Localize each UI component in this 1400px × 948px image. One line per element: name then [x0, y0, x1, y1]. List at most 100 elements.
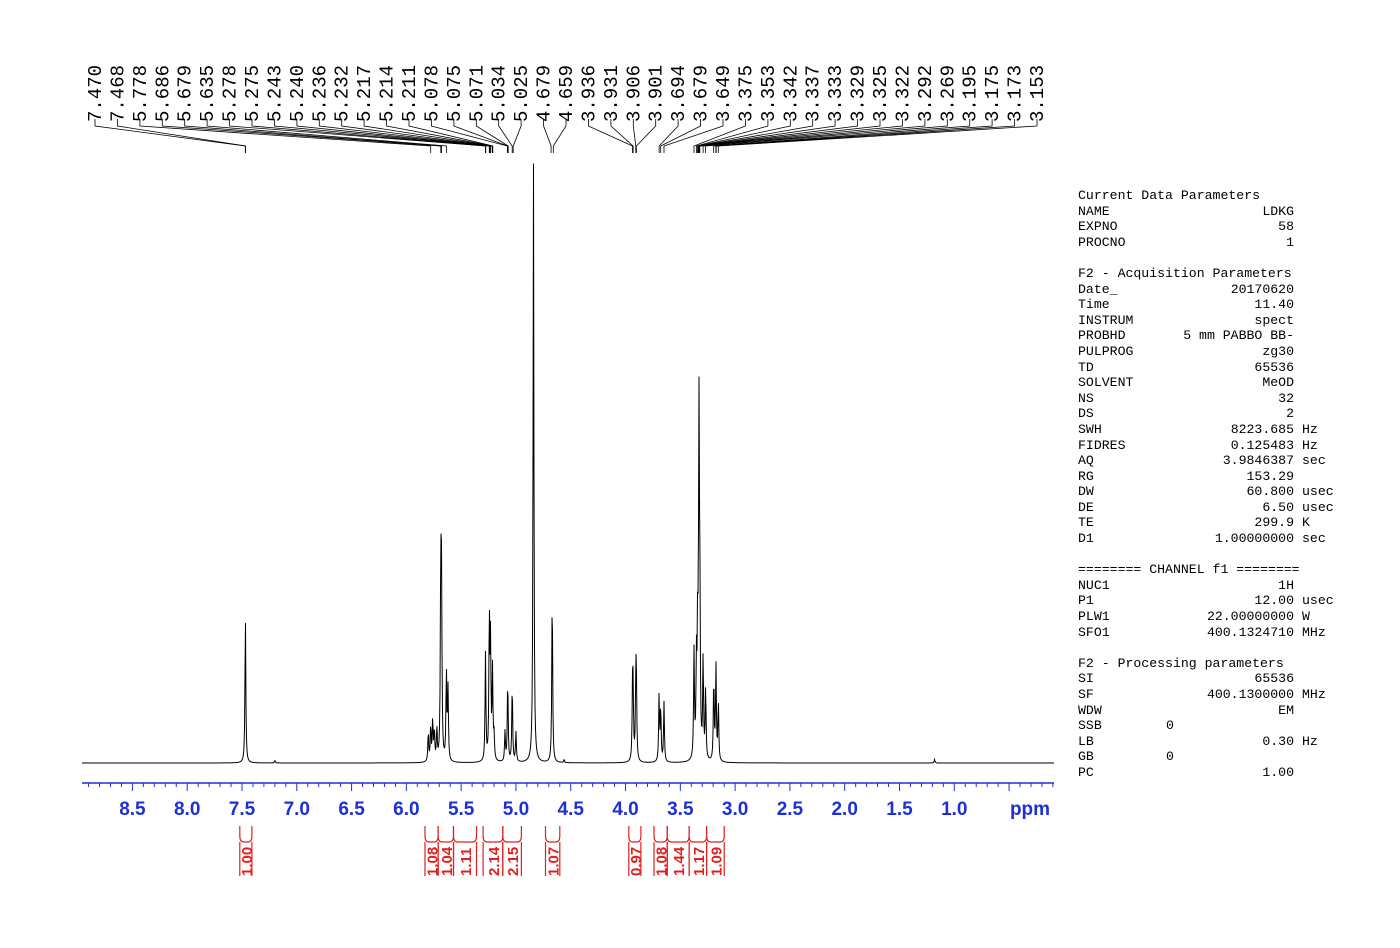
param-key: GB: [1078, 749, 1094, 765]
peak-label: 5.034: [489, 65, 511, 122]
param-value: 60.800: [1246, 484, 1294, 500]
x-tick-label: 6.0: [393, 799, 419, 820]
x-tick-label: 3.0: [722, 799, 748, 820]
peak-label: 3.936: [578, 65, 600, 122]
param-unit: MHz: [1302, 687, 1326, 702]
param-row-time: Time 11.40: [1078, 297, 1368, 313]
param-value: 32: [1278, 390, 1294, 406]
peak-label: 5.025: [511, 65, 533, 122]
param-row-ns: NS 32: [1078, 391, 1368, 407]
peak-label-connector: [475, 119, 509, 153]
peak-label: 7.468: [107, 65, 129, 122]
peak-label-connector: [318, 119, 491, 153]
peak-label: 3.329: [848, 65, 870, 122]
x-tick-label: 7.0: [284, 799, 310, 820]
peak-label: 3.292: [915, 65, 937, 122]
param-row-si: SI 65536: [1078, 671, 1368, 687]
peak-label-connector: [512, 119, 522, 153]
integral-label: 1.00: [239, 847, 256, 876]
peak-label-connector: [117, 119, 246, 153]
param-key: SF: [1078, 687, 1094, 702]
x-tick-label: 2.5: [777, 799, 804, 820]
param-key: PROCNO: [1078, 234, 1126, 250]
peak-label: 5.214: [377, 65, 399, 122]
peak-label: 3.175: [982, 65, 1004, 122]
param-row-solvent: SOLVENT MeOD: [1078, 375, 1368, 391]
param-key: SOLVENT: [1078, 375, 1134, 391]
param-value: 153.29: [1246, 468, 1294, 484]
peak-label: 4.659: [556, 65, 578, 122]
peak-label: 3.325: [870, 65, 892, 122]
param-row-lb: LB 0.30 Hz: [1078, 734, 1368, 750]
param-value: 2: [1286, 406, 1294, 422]
param-value: 1.00000000: [1214, 531, 1294, 547]
peak-label-connector: [229, 119, 486, 153]
param-unit: Hz: [1302, 421, 1318, 437]
peak-label: 5.778: [130, 65, 152, 122]
peak-label-connector: [696, 119, 769, 153]
peak-label: 5.071: [466, 65, 488, 122]
param-value: 0.125483: [1230, 437, 1294, 453]
param-key: LB: [1078, 733, 1094, 749]
param-key: PULPROG: [1078, 343, 1134, 359]
param-key: D1: [1078, 531, 1094, 547]
peak-label-connector: [715, 119, 1015, 153]
integral-label: 2.14: [486, 846, 503, 876]
peak-label: 3.333: [825, 65, 847, 122]
peak-label: 3.694: [668, 65, 690, 122]
peak-label-connector: [660, 119, 701, 153]
param-key: SWH: [1078, 421, 1102, 437]
param-row-date: Date_ 20170620: [1078, 282, 1368, 298]
section-title: Current Data Parameters: [1078, 188, 1261, 203]
peak-label: 3.353: [758, 65, 780, 122]
peak-label: 3.901: [646, 65, 668, 122]
peak-label: 3.679: [691, 65, 713, 122]
param-row-gb: GB 0: [1078, 749, 1368, 765]
peak-label: 5.243: [264, 65, 286, 122]
section-title: F2 - Acquisition Parameters: [1078, 265, 1292, 281]
peak-label: 5.278: [220, 65, 242, 122]
param-value: 299.9: [1254, 515, 1294, 531]
param-value: 65536: [1254, 671, 1294, 687]
param-row-name: NAME LDKG: [1078, 204, 1368, 220]
x-tick-label: 4.5: [558, 799, 585, 820]
param-row-expno: EXPNO 58: [1078, 219, 1368, 235]
param-key: TD: [1078, 359, 1094, 375]
integral-label: 1.04: [439, 846, 456, 876]
param-key: NS: [1078, 390, 1094, 406]
peak-label-connector: [588, 119, 633, 153]
param-value: 22.00000000: [1206, 609, 1294, 625]
peak-label: 5.275: [242, 65, 264, 122]
param-key: NAME: [1078, 203, 1110, 219]
peak-label-connector: [161, 119, 442, 153]
peak-label: 3.375: [735, 65, 757, 122]
param-key: P1: [1078, 593, 1094, 609]
param-value: zg30: [1262, 343, 1294, 359]
param-key: DS: [1078, 406, 1094, 422]
peak-label: 5.679: [175, 65, 197, 122]
section-title: ======== CHANNEL f1 ========: [1078, 562, 1300, 578]
peak-label-connector: [184, 119, 442, 153]
integral-label: 1.11: [458, 848, 475, 876]
peak-label-connector: [408, 119, 494, 153]
integral-label: 1.08: [425, 847, 442, 876]
param-unit: usec: [1302, 484, 1334, 500]
param-mid-value: 0: [1166, 749, 1174, 765]
param-key: SFO1: [1078, 624, 1110, 640]
param-value: EM: [1278, 702, 1294, 718]
peak-label-connector: [543, 119, 552, 153]
param-row-p1: P1 12.00 usec: [1078, 593, 1368, 609]
param-key: EXPNO: [1078, 219, 1118, 235]
peak-label: 3.153: [1027, 65, 1049, 122]
peak-label-connector: [705, 119, 948, 153]
integral-label: 1.17: [691, 847, 708, 876]
param-unit: usec: [1302, 593, 1334, 609]
peak-labels: 7.470 7.468 5.778 5.686 5.679 5.635 5.278 5.275…: [85, 65, 1049, 153]
x-tick-label: 8.5: [119, 799, 146, 820]
integral-bracket: [502, 826, 522, 876]
param-row-pulprog: PULPROG zg30: [1078, 344, 1368, 360]
peak-label: 3.269: [937, 65, 959, 122]
peak-label: 5.217: [354, 65, 376, 122]
peak-label: 3.173: [1005, 65, 1027, 122]
